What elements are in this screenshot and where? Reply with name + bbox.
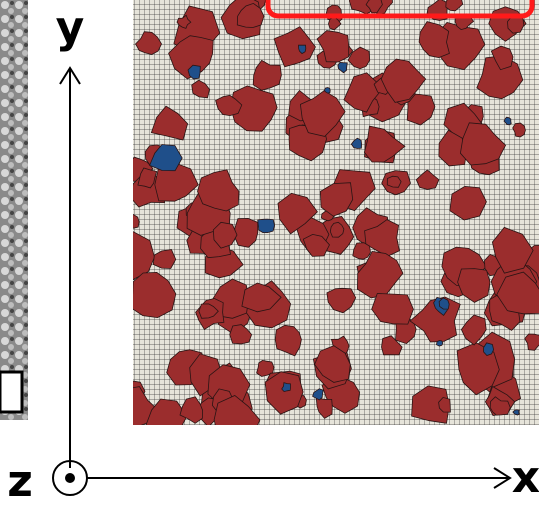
particle <box>449 185 487 221</box>
particle <box>264 371 304 415</box>
particle <box>277 192 318 235</box>
particle <box>176 14 192 29</box>
particle <box>365 0 383 14</box>
particle <box>179 396 204 424</box>
particle <box>319 182 354 217</box>
particle <box>314 345 351 383</box>
highlight-box <box>265 0 535 19</box>
particle <box>316 30 350 63</box>
particle <box>191 79 210 99</box>
particle <box>352 242 371 260</box>
particle <box>212 221 238 249</box>
particle <box>328 16 342 31</box>
particle <box>347 46 371 70</box>
particle <box>145 398 188 425</box>
particle <box>133 213 140 229</box>
particle <box>241 282 282 313</box>
particle <box>299 90 346 137</box>
particle <box>337 61 348 74</box>
particle <box>329 221 345 238</box>
particle <box>312 388 324 401</box>
y-label: y <box>56 2 85 53</box>
particle <box>489 396 511 416</box>
particle <box>483 342 495 356</box>
particle <box>503 116 512 126</box>
particle <box>213 395 261 425</box>
micrograph <box>0 0 28 420</box>
particle <box>418 21 450 59</box>
particle <box>381 335 403 356</box>
particle <box>154 162 199 202</box>
particle <box>315 397 333 419</box>
particle <box>445 0 464 12</box>
particle <box>252 59 282 91</box>
particle <box>363 125 406 163</box>
particle <box>411 385 450 424</box>
particle <box>524 333 539 351</box>
particle <box>406 93 436 126</box>
particle <box>229 324 253 345</box>
particle <box>236 2 265 28</box>
particle <box>371 293 414 325</box>
particle <box>459 122 507 166</box>
z-circle <box>52 460 88 496</box>
particle <box>491 226 534 274</box>
particle <box>496 271 539 315</box>
particle <box>326 287 357 314</box>
scale-box <box>0 370 24 414</box>
z-label: z <box>7 456 33 505</box>
particle <box>512 409 520 416</box>
particle <box>273 26 316 68</box>
particle <box>436 340 444 347</box>
particle <box>149 144 183 172</box>
particle <box>298 44 307 55</box>
particle <box>257 218 275 233</box>
particle <box>323 87 331 94</box>
particle <box>415 169 440 190</box>
particle <box>343 72 380 113</box>
particle <box>198 303 219 319</box>
particle <box>460 314 487 346</box>
particle <box>438 129 468 167</box>
particle <box>150 105 189 141</box>
particle <box>187 64 201 80</box>
particle <box>350 137 363 149</box>
particle <box>152 249 177 269</box>
particle <box>133 271 177 319</box>
particle <box>281 382 291 393</box>
particle <box>490 45 514 71</box>
particle <box>438 297 450 310</box>
particles <box>133 0 539 425</box>
particle <box>512 122 526 138</box>
particle <box>215 94 243 117</box>
particle <box>137 167 158 189</box>
particle <box>386 175 402 188</box>
particle <box>274 324 302 357</box>
particle <box>438 396 451 413</box>
z-dot <box>65 473 75 483</box>
particle <box>256 359 275 377</box>
particle <box>364 219 400 257</box>
particle <box>302 233 330 257</box>
mesh <box>133 0 539 425</box>
particle <box>457 268 491 303</box>
x-label: x <box>512 452 539 503</box>
particle <box>135 31 162 55</box>
particle <box>197 169 240 212</box>
particle <box>168 35 214 80</box>
x-arrow <box>493 467 512 489</box>
y-arrow <box>59 66 81 85</box>
particle <box>356 250 404 299</box>
particle <box>380 58 427 103</box>
